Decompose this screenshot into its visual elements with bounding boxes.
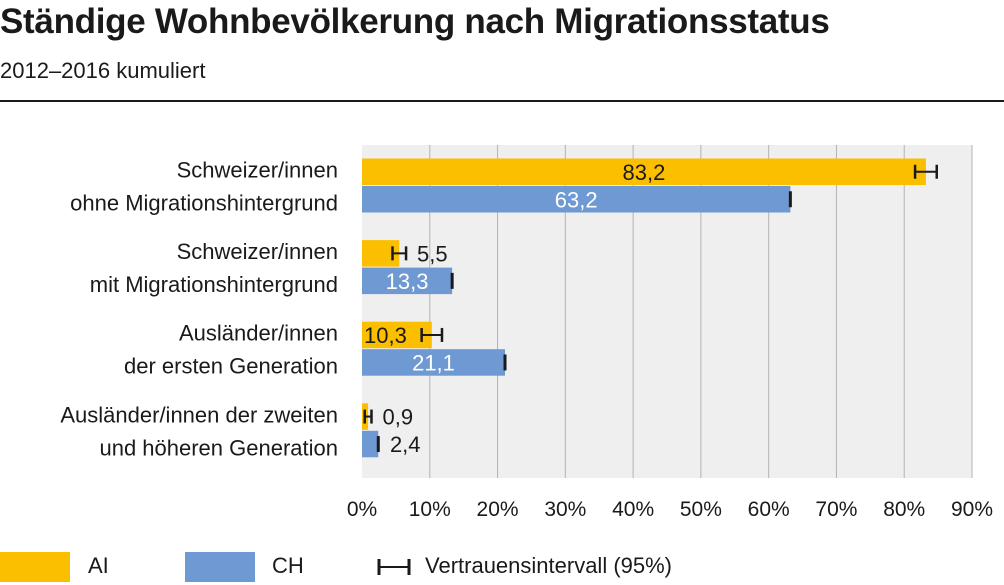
bar-chart: 0% 10% 20% 30% 40% 50% 60% 70% 80% 90% Schweizer/i…: [60, 145, 993, 521]
category-label: mit Migrationshintergrund: [90, 272, 338, 297]
legend-swatch-ai: [0, 552, 70, 582]
bar-ch: [362, 186, 791, 213]
confidence-interval-icon: [377, 559, 411, 575]
x-tick-label: 90%: [951, 498, 993, 521]
header-divider: [0, 100, 1004, 102]
bar-ai: [362, 321, 432, 349]
bar-value-label: 13,3: [386, 269, 429, 294]
x-tick-label: 30%: [544, 498, 586, 521]
bar-value-label: 5,5: [417, 241, 448, 266]
category-label: Schweizer/innen: [177, 239, 338, 264]
bar-value-label: 10,3: [364, 323, 407, 348]
x-tick-label: 10%: [409, 498, 451, 521]
chart-title: Ständige Wohnbevölkerung nach Migrations…: [0, 2, 830, 41]
bar-value-label: 21,1: [412, 350, 455, 375]
bar-ch: [362, 267, 453, 295]
x-tick-label: 0%: [347, 498, 377, 521]
bar-value-label: 0,9: [382, 405, 413, 430]
category-label: ohne Migrationshintergrund: [70, 191, 338, 216]
bar-ch: [362, 349, 506, 376]
bar-value-label: 83,2: [623, 160, 666, 185]
bar-ch: [362, 430, 379, 458]
x-tick-label: 40%: [612, 498, 654, 521]
legend-label-ci: Vertrauensintervall (95%): [425, 553, 673, 578]
x-tick-label: 60%: [748, 498, 790, 521]
category-label: Ausländer/innen: [179, 321, 338, 346]
x-tick-label: 20%: [477, 498, 519, 521]
bar-value-label: 63,2: [555, 187, 598, 212]
x-tick-label: 70%: [815, 498, 857, 521]
legend: AI CH Vertrauensintervall (95%): [0, 548, 1004, 585]
chart-subtitle: 2012–2016 kumuliert: [0, 58, 206, 83]
x-tick-label: 80%: [883, 498, 925, 521]
category-label: Schweizer/innen: [177, 158, 338, 183]
bar-ai: [362, 158, 926, 185]
legend-label-ch: CH: [272, 553, 304, 578]
category-label: der ersten Generation: [124, 354, 338, 379]
category-label: und höheren Generation: [99, 435, 338, 460]
legend-label-ai: AI: [88, 553, 109, 578]
x-tick-label: 50%: [680, 498, 722, 521]
legend-swatch-ch: [185, 552, 255, 582]
category-label: Ausländer/innen der zweiten: [60, 402, 338, 427]
bar-value-label: 2,4: [390, 432, 421, 457]
